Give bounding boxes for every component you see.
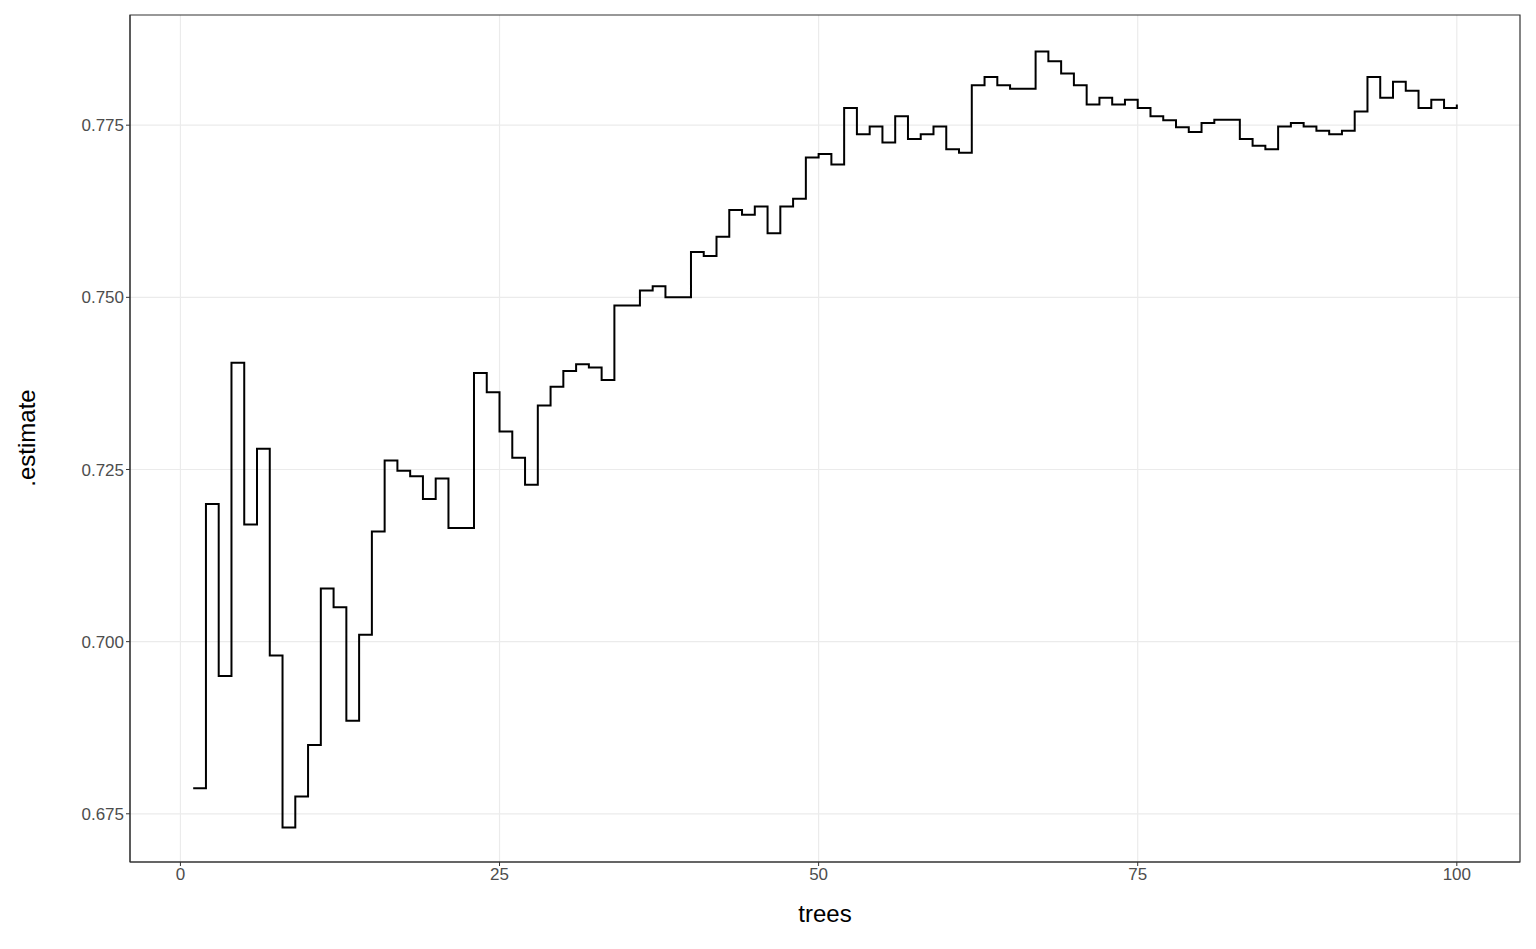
html-text:.estimate: .estimate xyxy=(13,389,40,487)
svg-text:100: 100 xyxy=(1443,865,1471,884)
svg-text:50: 50 xyxy=(809,865,828,884)
html-text:trees: trees xyxy=(798,900,852,927)
svg-text:0.750: 0.750 xyxy=(81,288,124,307)
svg-text:0.775: 0.775 xyxy=(81,116,124,135)
svg-text:0.700: 0.700 xyxy=(81,633,124,652)
svg-text:25: 25 xyxy=(490,865,509,884)
svg-text:0.675: 0.675 xyxy=(81,805,124,824)
svg-text:0: 0 xyxy=(176,865,185,884)
svg-text:0.725: 0.725 xyxy=(81,461,124,480)
svg-text:75: 75 xyxy=(1128,865,1147,884)
